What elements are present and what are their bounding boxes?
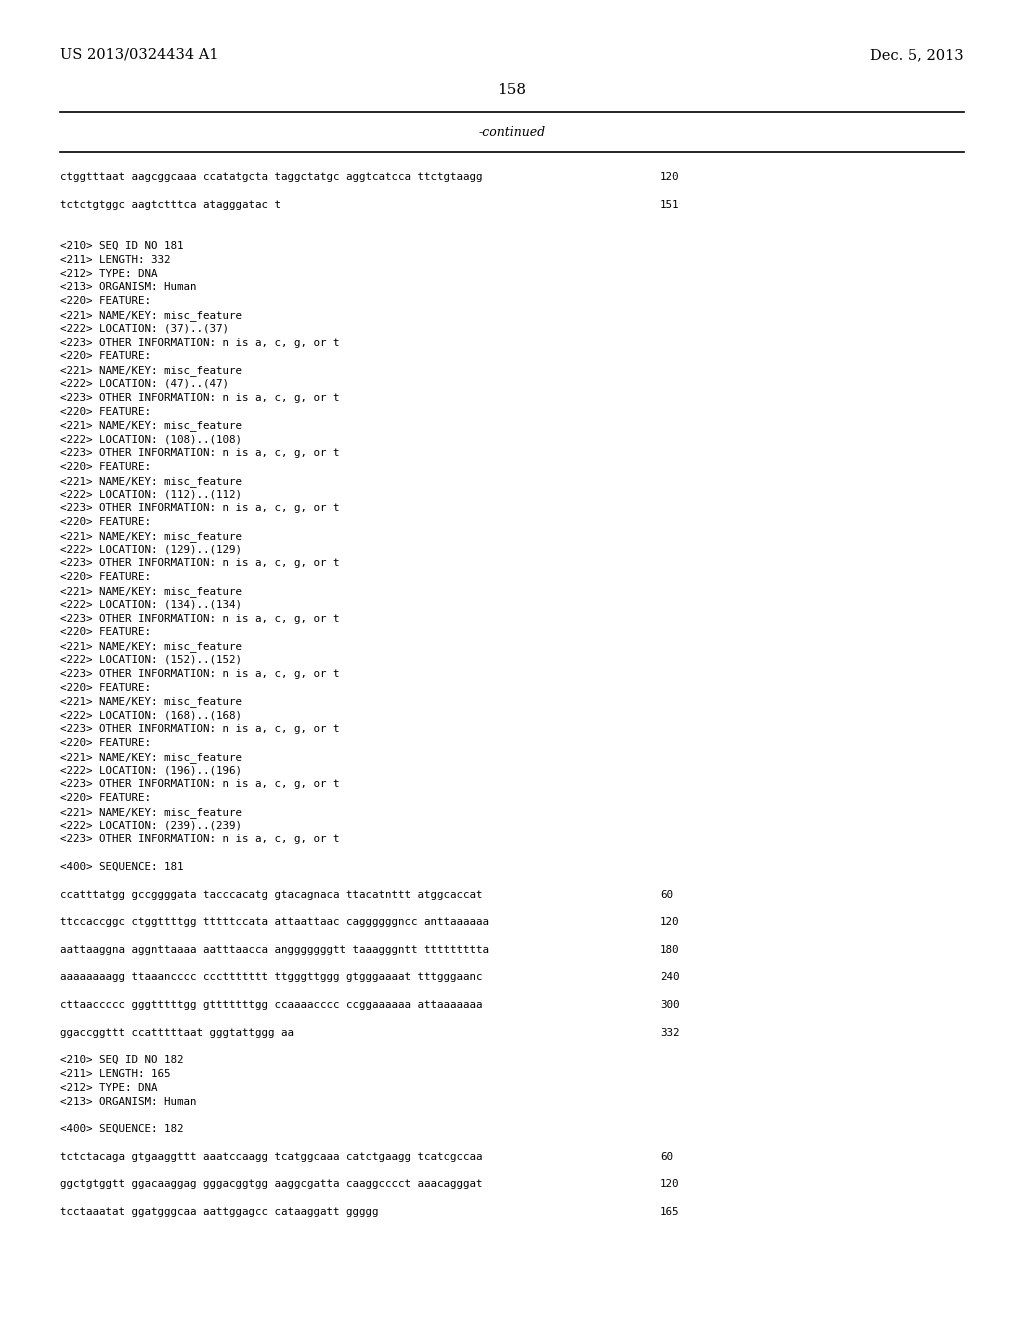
- Text: <222> LOCATION: (134)..(134): <222> LOCATION: (134)..(134): [60, 599, 242, 610]
- Text: tcctaaatat ggatgggcaa aattggagcc cataaggatt ggggg: tcctaaatat ggatgggcaa aattggagcc cataagg…: [60, 1206, 379, 1217]
- Text: <223> OTHER INFORMATION: n is a, c, g, or t: <223> OTHER INFORMATION: n is a, c, g, o…: [60, 723, 340, 734]
- Text: ggaccggttt ccatttttaat gggtattggg aa: ggaccggttt ccatttttaat gggtattggg aa: [60, 1027, 294, 1038]
- Text: <220> FEATURE:: <220> FEATURE:: [60, 296, 151, 306]
- Text: <400> SEQUENCE: 181: <400> SEQUENCE: 181: [60, 862, 183, 873]
- Text: US 2013/0324434 A1: US 2013/0324434 A1: [60, 48, 218, 62]
- Text: 332: 332: [660, 1027, 680, 1038]
- Text: 165: 165: [660, 1206, 680, 1217]
- Text: <223> OTHER INFORMATION: n is a, c, g, or t: <223> OTHER INFORMATION: n is a, c, g, o…: [60, 779, 340, 789]
- Text: <222> LOCATION: (37)..(37): <222> LOCATION: (37)..(37): [60, 323, 229, 334]
- Text: <212> TYPE: DNA: <212> TYPE: DNA: [60, 1082, 158, 1093]
- Text: <222> LOCATION: (129)..(129): <222> LOCATION: (129)..(129): [60, 545, 242, 554]
- Text: <223> OTHER INFORMATION: n is a, c, g, or t: <223> OTHER INFORMATION: n is a, c, g, o…: [60, 558, 340, 569]
- Text: 151: 151: [660, 199, 680, 210]
- Text: <223> OTHER INFORMATION: n is a, c, g, or t: <223> OTHER INFORMATION: n is a, c, g, o…: [60, 614, 340, 623]
- Text: ggctgtggtt ggacaaggag gggacggtgg aaggcgatta caaggcccct aaacagggat: ggctgtggtt ggacaaggag gggacggtgg aaggcga…: [60, 1179, 482, 1189]
- Text: tctctgtggc aagtctttca atagggatac t: tctctgtggc aagtctttca atagggatac t: [60, 199, 281, 210]
- Text: tctctacaga gtgaaggttt aaatccaagg tcatggcaaa catctgaagg tcatcgccaa: tctctacaga gtgaaggttt aaatccaagg tcatggc…: [60, 1152, 482, 1162]
- Text: <210> SEQ ID NO 181: <210> SEQ ID NO 181: [60, 242, 183, 251]
- Text: <220> FEATURE:: <220> FEATURE:: [60, 517, 151, 527]
- Text: 120: 120: [660, 1179, 680, 1189]
- Text: <220> FEATURE:: <220> FEATURE:: [60, 793, 151, 803]
- Text: -continued: -continued: [478, 127, 546, 140]
- Text: ttccaccggc ctggttttgg tttttccata attaattaac caggggggncc anttaaaaaa: ttccaccggc ctggttttgg tttttccata attaatt…: [60, 917, 489, 927]
- Text: <223> OTHER INFORMATION: n is a, c, g, or t: <223> OTHER INFORMATION: n is a, c, g, o…: [60, 338, 340, 347]
- Text: <222> LOCATION: (108)..(108): <222> LOCATION: (108)..(108): [60, 434, 242, 445]
- Text: ccatttatgg gccggggata tacccacatg gtacagnaca ttacatnttt atggcaccat: ccatttatgg gccggggata tacccacatg gtacagn…: [60, 890, 482, 900]
- Text: <213> ORGANISM: Human: <213> ORGANISM: Human: [60, 282, 197, 293]
- Text: <223> OTHER INFORMATION: n is a, c, g, or t: <223> OTHER INFORMATION: n is a, c, g, o…: [60, 393, 340, 403]
- Text: <210> SEQ ID NO 182: <210> SEQ ID NO 182: [60, 1055, 183, 1065]
- Text: 60: 60: [660, 890, 673, 900]
- Text: <223> OTHER INFORMATION: n is a, c, g, or t: <223> OTHER INFORMATION: n is a, c, g, o…: [60, 669, 340, 678]
- Text: <221> NAME/KEY: misc_feature: <221> NAME/KEY: misc_feature: [60, 531, 242, 541]
- Text: <221> NAME/KEY: misc_feature: <221> NAME/KEY: misc_feature: [60, 366, 242, 376]
- Text: <220> FEATURE:: <220> FEATURE:: [60, 572, 151, 582]
- Text: <213> ORGANISM: Human: <213> ORGANISM: Human: [60, 1097, 197, 1106]
- Text: <220> FEATURE:: <220> FEATURE:: [60, 738, 151, 748]
- Text: 60: 60: [660, 1152, 673, 1162]
- Text: <223> OTHER INFORMATION: n is a, c, g, or t: <223> OTHER INFORMATION: n is a, c, g, o…: [60, 447, 340, 458]
- Text: <221> NAME/KEY: misc_feature: <221> NAME/KEY: misc_feature: [60, 420, 242, 432]
- Text: 300: 300: [660, 1001, 680, 1010]
- Text: <223> OTHER INFORMATION: n is a, c, g, or t: <223> OTHER INFORMATION: n is a, c, g, o…: [60, 503, 340, 513]
- Text: <220> FEATURE:: <220> FEATURE:: [60, 627, 151, 638]
- Text: aattaaggna aggnttaaaa aatttaacca angggggggtt taaagggntt ttttttttta: aattaaggna aggnttaaaa aatttaacca anggggg…: [60, 945, 489, 954]
- Text: <222> LOCATION: (112)..(112): <222> LOCATION: (112)..(112): [60, 490, 242, 499]
- Text: <222> LOCATION: (196)..(196): <222> LOCATION: (196)..(196): [60, 766, 242, 775]
- Text: 240: 240: [660, 973, 680, 982]
- Text: <400> SEQUENCE: 182: <400> SEQUENCE: 182: [60, 1125, 183, 1134]
- Text: <222> LOCATION: (239)..(239): <222> LOCATION: (239)..(239): [60, 821, 242, 830]
- Text: <211> LENGTH: 332: <211> LENGTH: 332: [60, 255, 171, 265]
- Text: <220> FEATURE:: <220> FEATURE:: [60, 407, 151, 417]
- Text: <221> NAME/KEY: misc_feature: <221> NAME/KEY: misc_feature: [60, 697, 242, 708]
- Text: 180: 180: [660, 945, 680, 954]
- Text: 120: 120: [660, 917, 680, 927]
- Text: <222> LOCATION: (168)..(168): <222> LOCATION: (168)..(168): [60, 710, 242, 721]
- Text: <221> NAME/KEY: misc_feature: <221> NAME/KEY: misc_feature: [60, 310, 242, 321]
- Text: <221> NAME/KEY: misc_feature: <221> NAME/KEY: misc_feature: [60, 475, 242, 487]
- Text: <212> TYPE: DNA: <212> TYPE: DNA: [60, 268, 158, 279]
- Text: 120: 120: [660, 172, 680, 182]
- Text: Dec. 5, 2013: Dec. 5, 2013: [870, 48, 964, 62]
- Text: <221> NAME/KEY: misc_feature: <221> NAME/KEY: misc_feature: [60, 751, 242, 763]
- Text: <220> FEATURE:: <220> FEATURE:: [60, 462, 151, 471]
- Text: <222> LOCATION: (47)..(47): <222> LOCATION: (47)..(47): [60, 379, 229, 389]
- Text: <220> FEATURE:: <220> FEATURE:: [60, 351, 151, 362]
- Text: <223> OTHER INFORMATION: n is a, c, g, or t: <223> OTHER INFORMATION: n is a, c, g, o…: [60, 834, 340, 845]
- Text: aaaaaaaagg ttaaancccc cccttttttt ttgggttggg gtgggaaaat tttgggaanc: aaaaaaaagg ttaaancccc cccttttttt ttgggtt…: [60, 973, 482, 982]
- Text: <222> LOCATION: (152)..(152): <222> LOCATION: (152)..(152): [60, 655, 242, 665]
- Text: <221> NAME/KEY: misc_feature: <221> NAME/KEY: misc_feature: [60, 642, 242, 652]
- Text: <221> NAME/KEY: misc_feature: <221> NAME/KEY: misc_feature: [60, 586, 242, 597]
- Text: <220> FEATURE:: <220> FEATURE:: [60, 682, 151, 693]
- Text: <211> LENGTH: 165: <211> LENGTH: 165: [60, 1069, 171, 1078]
- Text: ctggtttaat aagcggcaaa ccatatgcta taggctatgc aggtcatcca ttctgtaagg: ctggtttaat aagcggcaaa ccatatgcta taggcta…: [60, 172, 482, 182]
- Text: <221> NAME/KEY: misc_feature: <221> NAME/KEY: misc_feature: [60, 807, 242, 817]
- Text: 158: 158: [498, 83, 526, 96]
- Text: cttaaccccc gggtttttgg gtttttttgg ccaaaacccc ccggaaaaaa attaaaaaaa: cttaaccccc gggtttttgg gtttttttgg ccaaaac…: [60, 1001, 482, 1010]
